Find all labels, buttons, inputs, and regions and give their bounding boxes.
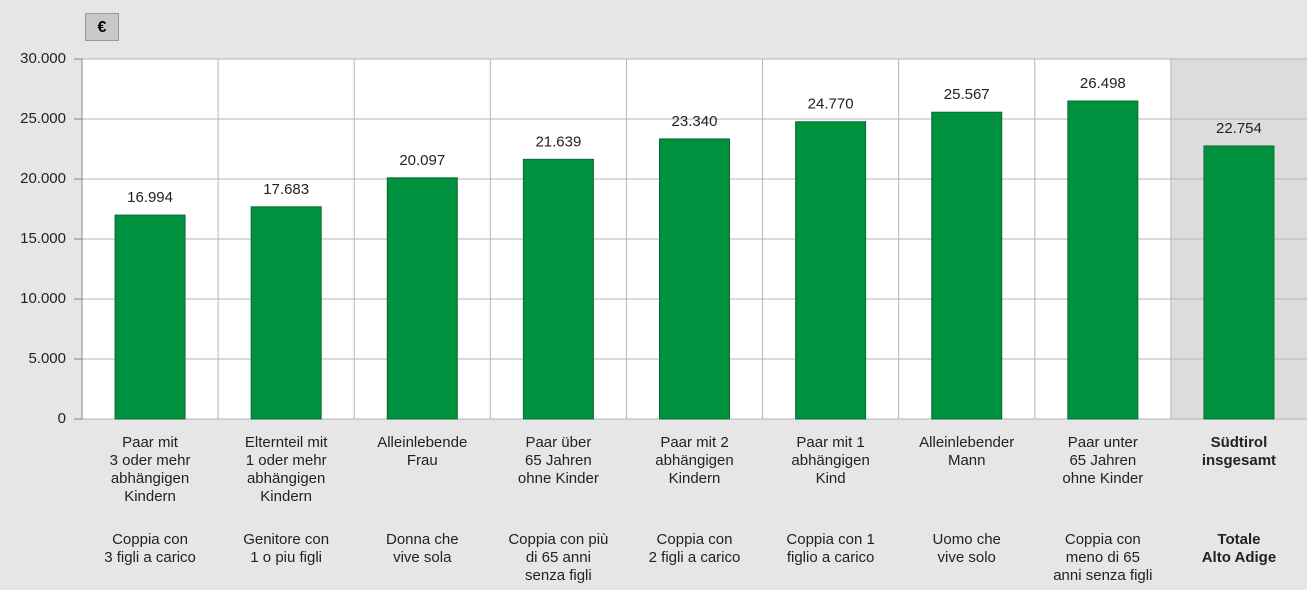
value-label: 23.340 [672,113,718,130]
x-tick-label: Paar mit 1 abhängigen Kind [791,434,870,487]
y-tick-label: 15.000 [20,230,66,247]
unit-label: € [85,13,119,41]
bar [795,121,867,420]
x-tick-label-it: Coppia con 1 figlio a carico [786,531,875,566]
y-tick-label: 25.000 [20,110,66,127]
value-label: 20.097 [399,152,445,169]
x-tick-label-it: Donna che vive sola [385,531,459,566]
y-tick-label: 0 [58,410,66,427]
bar [114,214,186,420]
x-tick-label: Südtirol insgesamt [1201,434,1277,469]
x-tick-label: Alleinlebender Mann [919,434,1015,469]
x-tick-label-it: Totale Alto Adige [1201,531,1277,566]
x-tick-label: Alleinlebende Frau [377,434,468,469]
x-tick-label: Paar über 65 Jahren ohne Kinder [517,434,599,487]
bar [1203,145,1275,420]
x-tick-label-it: Coppia con meno di 65 anni senza figli [1053,531,1153,584]
value-label: 25.567 [944,86,990,103]
y-tick-label: 10.000 [20,290,66,307]
x-tick-label-it: Coppia con più di 65 anni senza figli [508,531,609,584]
value-label: 24.770 [808,96,854,113]
bar [386,177,458,420]
value-label: 16.994 [127,189,173,206]
y-tick-label: 20.000 [20,170,66,187]
value-label: 26.498 [1080,75,1126,92]
x-tick-label: Paar mit 2 abhängigen Kindern [655,434,734,487]
x-tick-label: Elternteil mit 1 oder mehr abhängigen Ki… [244,434,328,505]
bar [250,206,322,420]
x-tick-label-it: Coppia con 3 figli a carico [104,531,196,566]
bar [522,158,594,420]
value-label: 17.683 [263,181,309,198]
value-label: 22.754 [1216,120,1262,137]
y-tick-label: 5.000 [28,350,66,367]
bar [1067,100,1139,420]
x-tick-label-it: Coppia con 2 figli a carico [648,531,741,566]
x-tick-label: Paar mit 3 oder mehr abhängigen Kindern [109,434,191,505]
x-tick-label-it: Genitore con 1 o piu figli [243,531,330,566]
x-tick-label-it: Uomo che vive solo [932,531,1001,566]
x-tick-label: Paar unter 65 Jahren ohne Kinder [1062,434,1144,487]
bar [659,138,730,420]
value-label: 21.639 [535,133,581,150]
y-tick-label: 30.000 [20,50,66,67]
bar [931,111,1003,420]
